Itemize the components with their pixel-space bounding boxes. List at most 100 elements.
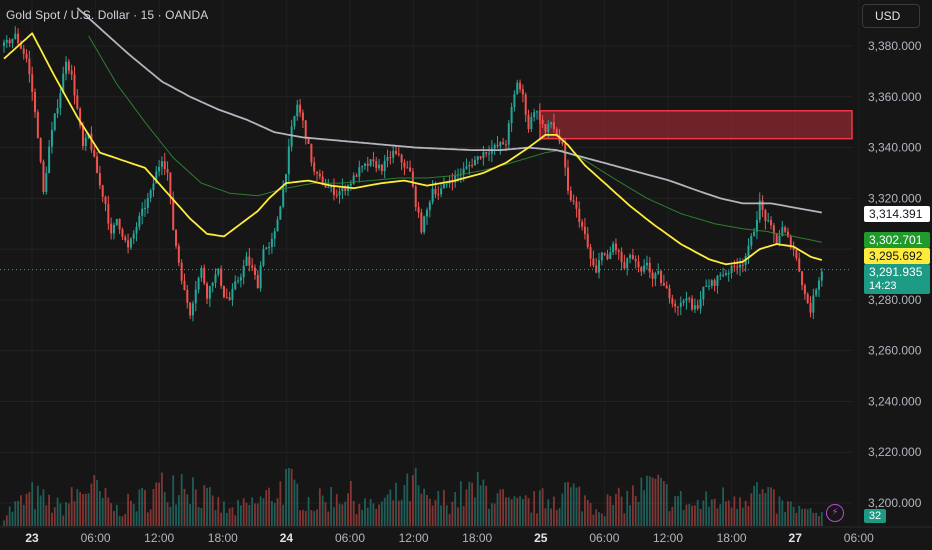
candle-body	[699, 299, 702, 309]
volume-bar	[115, 504, 118, 526]
volume-bar	[818, 515, 820, 526]
candle-body	[801, 271, 804, 286]
candle-body	[59, 93, 62, 108]
time-tick-label: 06:00	[844, 531, 874, 545]
candle-body	[163, 161, 166, 170]
volume-bar	[572, 483, 575, 526]
candle-body	[307, 138, 310, 144]
price-tick-label: 3,360.000	[868, 90, 922, 104]
volume-bar	[330, 486, 333, 526]
volume-bar	[366, 507, 369, 526]
candle-body	[70, 70, 73, 75]
time-tick-label: 12:00	[653, 531, 683, 545]
volume-bar	[634, 495, 637, 526]
candle-body	[784, 227, 787, 232]
candle-body	[341, 187, 344, 192]
volume-bar	[110, 503, 113, 526]
candle-body	[225, 297, 228, 299]
volume-bar	[803, 508, 806, 526]
candle-body	[617, 250, 620, 252]
candle-body	[358, 167, 361, 177]
volume-bar	[121, 516, 124, 526]
candle-body	[696, 305, 699, 309]
volume-bar	[397, 500, 400, 526]
candle-body	[245, 256, 248, 266]
candle-body	[3, 42, 5, 46]
candle-body	[214, 274, 217, 283]
candle-body	[56, 107, 59, 114]
candle-body	[160, 161, 163, 167]
candle-body	[304, 120, 307, 139]
candle-body	[747, 245, 750, 257]
candle-body	[265, 247, 268, 250]
candle-body	[789, 236, 792, 248]
volume-bar	[589, 502, 592, 526]
currency-button[interactable]: USD	[862, 4, 920, 28]
volume-bar	[392, 500, 395, 526]
time-tick-label: 06:00	[335, 531, 365, 545]
volume-bar	[462, 506, 465, 526]
volume-bar	[248, 505, 251, 526]
candle-body	[375, 161, 378, 169]
price-tick-label: 3,380.000	[868, 39, 922, 53]
volume-bar	[265, 490, 268, 526]
volume-bar	[327, 511, 330, 526]
time-tick-label: 06:00	[81, 531, 111, 545]
volume-bar	[448, 513, 451, 526]
volume-bar	[412, 475, 414, 526]
candle-body	[186, 289, 189, 303]
candle-body	[792, 247, 795, 250]
volume-bar	[132, 503, 135, 526]
candle-body	[479, 156, 482, 159]
candle-body	[691, 298, 694, 310]
volume-bar	[685, 504, 688, 526]
volume-bar	[313, 511, 316, 526]
volume-bar	[820, 512, 823, 526]
volume-bar	[725, 501, 727, 526]
volume-bar	[440, 505, 442, 526]
candle-body	[392, 150, 395, 158]
candle-body	[400, 154, 403, 163]
volume-bar	[795, 512, 798, 526]
lightning-bolt-icon[interactable]: ⚡	[826, 504, 844, 522]
candle-body	[352, 175, 355, 184]
last-price-label: 3,291.935 14:23	[864, 264, 930, 294]
candle-body	[499, 142, 502, 147]
candle-body	[535, 111, 538, 113]
candle-body	[513, 94, 516, 108]
volume-bar	[177, 495, 180, 526]
candle-body	[169, 172, 172, 198]
candle-body	[372, 159, 375, 162]
volume-bar	[194, 489, 197, 526]
volume-bar	[541, 488, 544, 526]
volume-bar	[98, 491, 101, 526]
candle-body	[146, 197, 149, 208]
green-ema-line	[88, 35, 822, 243]
volume-bar	[677, 496, 679, 526]
volume-bar	[660, 477, 662, 526]
volume-bar	[637, 501, 640, 526]
volume-bar	[437, 490, 440, 526]
volume-bar	[197, 506, 200, 526]
candle-body	[135, 226, 138, 234]
candle-body	[583, 226, 586, 235]
volume-bar	[127, 493, 129, 526]
candle-body	[820, 271, 823, 281]
volume-bar	[584, 495, 586, 526]
candle-body	[719, 274, 722, 276]
candle-body	[67, 61, 70, 71]
chart-title: Gold Spot / U.S. Dollar · 15 · OANDA	[6, 8, 209, 22]
candle-body	[313, 162, 316, 172]
volume-bar	[344, 501, 347, 526]
candle-body	[437, 194, 440, 196]
candle-body	[507, 123, 510, 145]
volume-bar	[426, 494, 428, 526]
candle-body	[519, 82, 522, 90]
volume-layer	[3, 467, 823, 526]
candle-body	[685, 298, 688, 301]
volume-bar	[688, 503, 691, 526]
candle-body	[338, 191, 341, 196]
volume-bar	[507, 497, 510, 526]
candle-body	[648, 262, 651, 273]
